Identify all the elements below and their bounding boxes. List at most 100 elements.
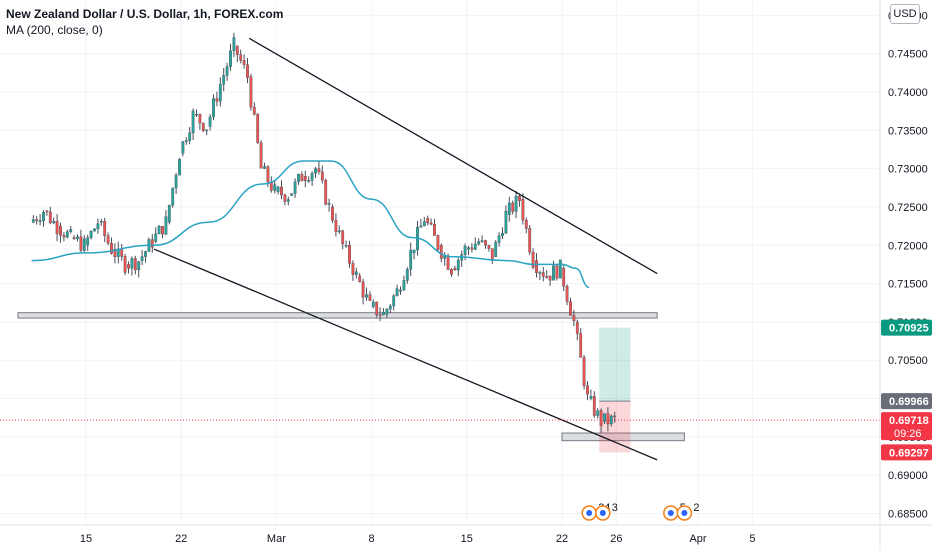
candle-body <box>120 248 124 257</box>
candle-body <box>354 271 358 275</box>
candle-body <box>150 239 154 248</box>
lower-channel-line <box>153 248 658 461</box>
candle-body <box>201 122 205 131</box>
time-tick-label: Mar <box>267 533 286 545</box>
candle-body <box>127 264 130 269</box>
candle-body <box>518 196 521 201</box>
grid <box>0 0 880 525</box>
upper-channel-line <box>248 37 658 275</box>
candle-body <box>59 225 62 236</box>
candle-body <box>191 110 195 134</box>
loss-zone <box>599 401 631 453</box>
candle-body <box>55 221 59 234</box>
time-tick-label: 26 <box>610 533 622 545</box>
price-tick-label: 0.72000 <box>888 240 928 252</box>
candle-body <box>524 219 528 229</box>
candle-body <box>106 235 110 244</box>
candle-body <box>426 218 430 224</box>
price-tick-label: 0.68500 <box>888 509 928 521</box>
price-label-badge <box>881 319 932 336</box>
candle-body <box>300 174 304 182</box>
candle-body <box>161 226 164 235</box>
time-tick-label: 15 <box>461 533 473 545</box>
position-tool <box>599 327 631 453</box>
candle-body <box>239 54 243 61</box>
candle-body <box>552 265 555 281</box>
candle-body <box>174 174 178 189</box>
candle-body <box>501 233 504 236</box>
candle-body <box>324 180 328 205</box>
candle-body <box>592 396 596 416</box>
candle-body <box>256 114 260 143</box>
candle-body <box>453 268 457 271</box>
candle-body <box>96 223 100 230</box>
candle-body <box>52 221 56 224</box>
candle-body <box>242 60 246 65</box>
event-count: 3 <box>612 502 618 514</box>
candle-body <box>450 269 453 275</box>
candle-body <box>606 413 610 425</box>
time-tick-label: Apr <box>689 533 706 545</box>
support-zones <box>17 312 685 442</box>
currency-button[interactable]: USD <box>890 4 920 24</box>
price-label-badge <box>881 444 932 461</box>
candle-body <box>412 249 416 254</box>
candle-body <box>76 236 79 239</box>
event-dot-icon <box>667 510 674 516</box>
profit-zone <box>599 327 631 402</box>
candle-body <box>212 98 215 118</box>
candle-body <box>351 263 355 275</box>
candle-body <box>130 258 134 269</box>
candle-body <box>521 199 525 221</box>
legend: New Zealand Dollar / U.S. Dollar, 1h, FO… <box>6 6 283 38</box>
candle-body <box>402 280 406 291</box>
trendlines <box>153 37 658 461</box>
time-tick-label: 22 <box>175 533 187 545</box>
candle-body <box>422 221 426 227</box>
price-label-countdown: 09:26 <box>894 428 922 440</box>
candle-body <box>154 233 158 242</box>
candle-body <box>382 312 385 316</box>
time-tick-label: 22 <box>556 533 568 545</box>
candle-body <box>429 222 433 225</box>
candle-body <box>314 168 317 174</box>
candle-body <box>297 174 300 182</box>
price-tick-label: 0.70500 <box>888 355 928 367</box>
candle-body <box>545 276 549 278</box>
price-tick-label: 0.72500 <box>888 202 928 214</box>
candle-body <box>144 251 147 257</box>
candle-body <box>280 186 283 196</box>
candle-body <box>395 288 399 297</box>
candle-body <box>378 314 382 316</box>
candle-body <box>548 275 552 281</box>
moving-average <box>31 160 590 289</box>
candle-body <box>579 333 583 358</box>
candle-body <box>99 221 103 223</box>
candle-body <box>110 243 113 254</box>
candle-body <box>208 116 212 127</box>
candle-body <box>368 294 372 301</box>
price-tick-label: 0.74500 <box>888 49 928 61</box>
candle-body <box>198 113 202 124</box>
event-markers: 34352 <box>581 502 700 521</box>
candle-body <box>348 244 351 264</box>
candle-body <box>48 211 52 224</box>
price-tick-label: 0.74000 <box>888 87 928 99</box>
time-tick-label: 8 <box>369 533 375 545</box>
candle-body <box>569 301 572 316</box>
candle-body <box>371 301 375 307</box>
candle-body <box>178 159 181 176</box>
price-tick-label: 0.71500 <box>888 279 928 291</box>
candle-body <box>439 245 443 259</box>
candle-body <box>225 66 229 76</box>
candle-body <box>528 228 532 253</box>
price-axis: 0.750000.745000.740000.735000.730000.725… <box>879 0 932 550</box>
candle-body <box>249 76 253 108</box>
candle-body <box>72 237 76 239</box>
candle-body <box>184 140 188 142</box>
candle-body <box>484 240 487 246</box>
symbol-title: New Zealand Dollar / U.S. Dollar, 1h, FO… <box>6 7 284 21</box>
candle-body <box>259 142 263 169</box>
candle-body <box>497 235 501 243</box>
